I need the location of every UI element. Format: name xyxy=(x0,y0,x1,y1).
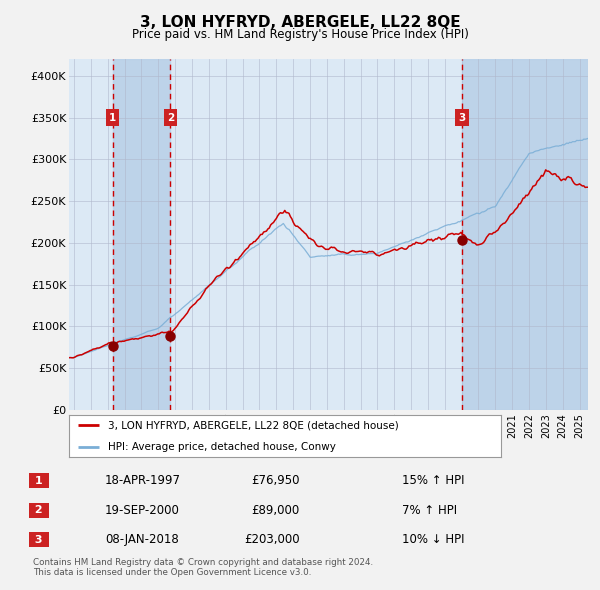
Text: 3: 3 xyxy=(458,113,466,123)
Text: £76,950: £76,950 xyxy=(251,474,300,487)
Text: £203,000: £203,000 xyxy=(244,533,300,546)
Text: 19-SEP-2000: 19-SEP-2000 xyxy=(105,504,180,517)
Bar xyxy=(462,59,588,410)
Text: £89,000: £89,000 xyxy=(252,504,300,517)
Text: HPI: Average price, detached house, Conwy: HPI: Average price, detached house, Conw… xyxy=(108,442,336,451)
Text: 2: 2 xyxy=(167,113,174,123)
Text: 15% ↑ HPI: 15% ↑ HPI xyxy=(402,474,464,487)
Text: 1: 1 xyxy=(31,476,47,486)
Text: 18-APR-1997: 18-APR-1997 xyxy=(105,474,181,487)
Text: 3, LON HYFRYD, ABERGELE, LL22 8QE: 3, LON HYFRYD, ABERGELE, LL22 8QE xyxy=(140,15,460,30)
Text: 7% ↑ HPI: 7% ↑ HPI xyxy=(402,504,457,517)
Text: 3: 3 xyxy=(31,535,47,545)
Text: Contains HM Land Registry data © Crown copyright and database right 2024.: Contains HM Land Registry data © Crown c… xyxy=(33,558,373,566)
Text: 2: 2 xyxy=(31,506,47,515)
Text: 1: 1 xyxy=(109,113,116,123)
Text: 3, LON HYFRYD, ABERGELE, LL22 8QE (detached house): 3, LON HYFRYD, ABERGELE, LL22 8QE (detac… xyxy=(108,421,398,430)
Text: 10% ↓ HPI: 10% ↓ HPI xyxy=(402,533,464,546)
Text: Price paid vs. HM Land Registry's House Price Index (HPI): Price paid vs. HM Land Registry's House … xyxy=(131,28,469,41)
Text: 08-JAN-2018: 08-JAN-2018 xyxy=(105,533,179,546)
Text: This data is licensed under the Open Government Licence v3.0.: This data is licensed under the Open Gov… xyxy=(33,568,311,577)
Bar xyxy=(113,59,170,410)
